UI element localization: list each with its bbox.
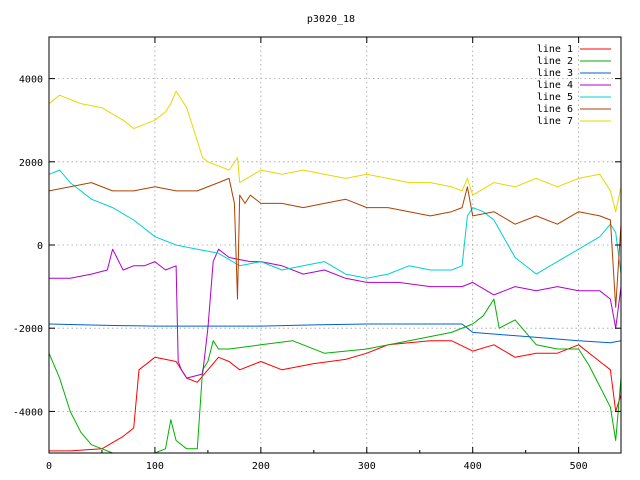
x-tick-label: 100 — [146, 461, 164, 472]
legend-label-7: line 7 — [537, 116, 573, 127]
series-line-7 — [48, 90, 622, 213]
x-tick-label: 200 — [252, 461, 270, 472]
series-line-4 — [49, 248, 622, 379]
series-lines — [48, 90, 622, 454]
grid — [49, 37, 621, 453]
y-tick-label: 4000 — [19, 75, 43, 86]
axis-ticks: 0 100 200 300 400 500 -4000 -2000 0 2000 4000 — [13, 37, 621, 472]
series-line-5 — [48, 169, 622, 279]
x-tick-label: 500 — [570, 461, 588, 472]
legend-label-3: line 3 — [537, 68, 573, 79]
series-line-6 — [48, 177, 622, 308]
legend-label-1: line 1 — [537, 44, 573, 55]
chart-title: p3020_18 — [307, 14, 355, 25]
y-tick-label: 2000 — [19, 158, 43, 169]
series-line-3 — [48, 323, 622, 344]
y-tick-label: -2000 — [13, 324, 43, 335]
y-tick-label: -4000 — [13, 407, 43, 418]
x-tick-label: 400 — [464, 461, 482, 472]
legend-label-4: line 4 — [537, 80, 573, 91]
legend-label-5: line 5 — [537, 92, 573, 103]
legend-label-2: line 2 — [537, 56, 573, 67]
x-tick-label: 300 — [358, 461, 376, 472]
series-line-1 — [49, 340, 622, 452]
x-tick-label: 0 — [46, 461, 52, 472]
legend-label-6: line 6 — [537, 104, 573, 115]
y-tick-label: 0 — [37, 241, 43, 252]
series-line-2 — [48, 298, 622, 454]
